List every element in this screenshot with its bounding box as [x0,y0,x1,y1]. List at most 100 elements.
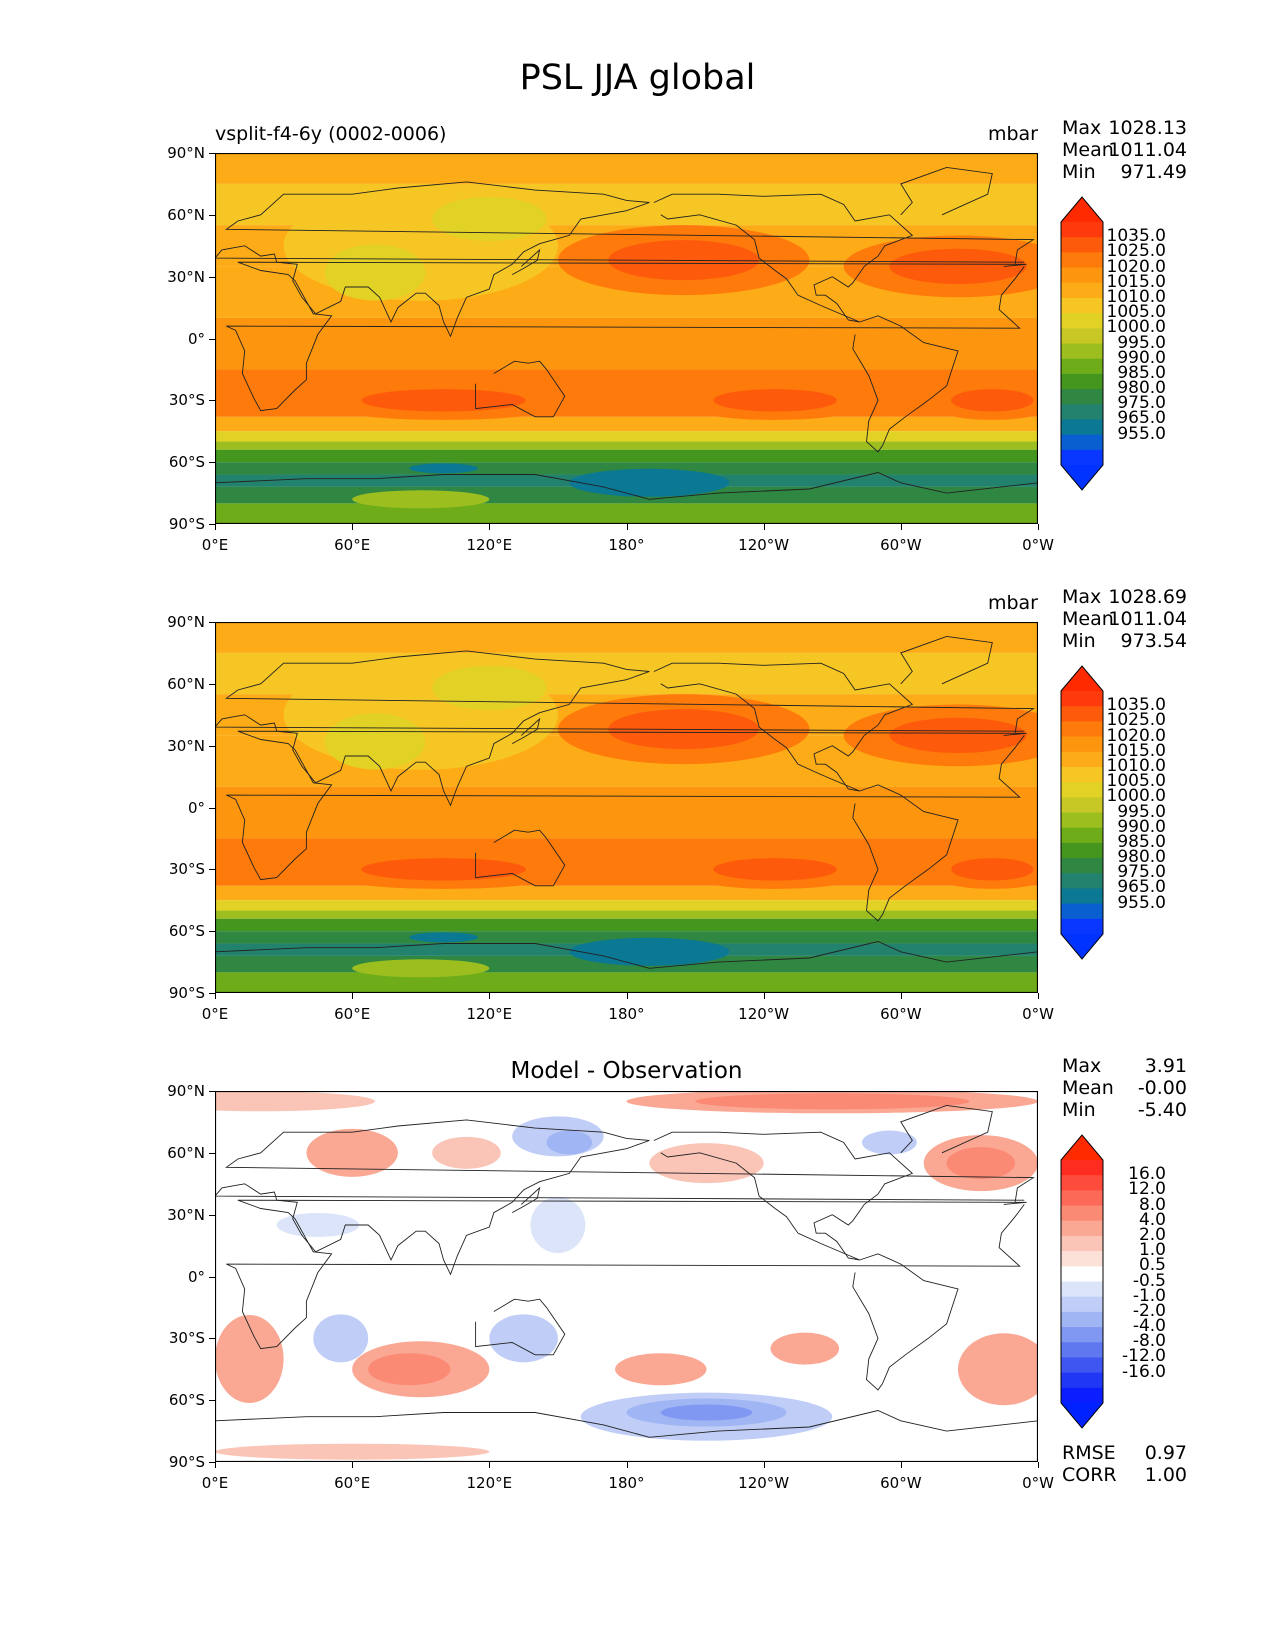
x-tick-mark [215,993,216,999]
y-tick-label: 30°N [167,736,205,755]
colorbar-extend-low [1061,465,1103,490]
panel-title-center: Model - Observation [510,1058,743,1084]
colorbar-segment [1061,1235,1103,1252]
colorbar-label: 4.0 [1138,1209,1166,1230]
x-tick-label: 180° [608,536,645,554]
stat-value: 1011.04 [1108,608,1187,630]
stat-value: 1028.69 [1108,586,1187,608]
stat-value: 971.49 [1120,161,1187,183]
colorbar-segment [1061,1342,1103,1358]
colorbar-extend-low [1061,1403,1103,1428]
stat-label: Mean [1062,139,1114,161]
x-tick-mark [626,524,628,530]
y-tick-mark [209,807,215,809]
y-tick-mark [209,462,215,464]
coastlines [215,635,1038,969]
colorbar-label: -0.5 [1132,1270,1166,1291]
y-tick-label: 30°S [168,860,205,879]
colorbar-extend-high [1061,666,1103,691]
y-tick-mark [209,683,215,685]
colorbar-label: 1000.0 [1106,317,1166,338]
colorbar-segment [1061,1220,1103,1237]
colorbar-segment [1061,842,1103,859]
map-panel [215,153,1038,524]
y-tick-label: 60°N [167,1143,205,1162]
colorbar-label: 1010.0 [1106,755,1166,776]
y-tick-label: 0° [187,798,205,817]
stat-value: -5.40 [1137,1099,1187,1121]
x-tick-mark [215,524,216,530]
colorbar-segment [1061,827,1103,844]
colorbar-label: 2.0 [1138,1224,1166,1245]
coastlines [215,1104,1038,1438]
colorbar-label: 955.0 [1117,892,1166,913]
stat-value: 3.91 [1144,1055,1187,1077]
colorbar-segment [1061,706,1103,722]
x-tick-mark [1038,993,1039,999]
stat-label: Min [1062,630,1096,652]
colorbar-segment [1061,1357,1103,1374]
y-tick-label: 90°N [167,144,205,162]
x-tick-label: 0°E [201,536,229,554]
x-tick-label: 180° [608,1474,645,1492]
colorbar-label: 995.0 [1117,801,1166,822]
x-tick-label: 0°W [1022,536,1054,554]
colorbar-segment [1061,343,1103,360]
stats-block: Max 1028.13 Mean 1011.04 Min 971.49 [1062,117,1187,183]
y-tick-label: 0° [187,1267,205,1286]
colorbar-label: 985.0 [1117,362,1166,383]
x-tick-label: 180° [608,1005,645,1023]
colorbar-label: 995.0 [1117,332,1166,353]
units-label: mbar [987,592,1038,614]
colorbar-segment [1061,419,1103,436]
y-tick-mark [209,869,215,871]
y-tick-mark [209,338,215,340]
x-tick-mark [489,524,491,530]
colorbar-label: 1020.0 [1106,725,1166,746]
colorbar-extend-high [1061,197,1103,222]
x-tick-label: 120°W [738,1474,790,1492]
colorbar-segment [1061,812,1103,829]
colorbar-segment [1061,858,1103,874]
colorbar-segment [1061,721,1103,738]
x-tick-mark [763,1462,765,1468]
colorbar-segment [1061,1311,1103,1328]
y-tick-mark [209,524,215,525]
colorbar [1060,196,1104,491]
colorbar-label: 1025.0 [1106,710,1166,731]
colorbar [1060,665,1104,960]
colorbar-label: 1000.0 [1106,786,1166,807]
colorbar-segment [1061,782,1103,798]
x-tick-label: 60°W [880,1005,922,1023]
stat-row: Mean 1011.04 [1062,139,1187,161]
extra-stat-value: 0.97 [1144,1442,1187,1464]
y-tick-mark [209,622,215,623]
y-tick-label: 60°S [168,453,205,472]
x-tick-mark [900,1462,902,1468]
x-tick-mark [900,993,902,999]
x-tick-label: 60°W [880,536,922,554]
colorbar-label: 1035.0 [1106,695,1166,716]
colorbar-segment [1061,313,1103,329]
map-panel [215,1091,1038,1462]
colorbar-label: 1005.0 [1106,771,1166,792]
colorbar-segment [1061,237,1103,253]
stat-value: 1011.04 [1108,139,1187,161]
colorbar-segment [1061,1266,1103,1282]
colorbar-segment [1061,1296,1103,1313]
colorbar-label: 980.0 [1117,378,1166,399]
colorbar-label: 8.0 [1138,1194,1166,1215]
colorbar-segment [1061,873,1103,889]
colorbar [1060,1134,1104,1429]
coastlines [215,166,1038,500]
stat-label: Max [1062,586,1102,608]
colorbar-label: 0.5 [1138,1255,1166,1276]
stats-block: Max 3.91 Mean -0.00 Min -5.40 [1062,1055,1187,1121]
colorbar-segment [1061,297,1103,314]
colorbar-segment [1061,1190,1103,1207]
y-tick-mark [209,276,215,278]
x-tick-label: 0°W [1022,1005,1054,1023]
x-tick-mark [489,993,491,999]
extra-stat-label: CORR [1062,1464,1117,1486]
x-tick-mark [1038,1462,1039,1468]
